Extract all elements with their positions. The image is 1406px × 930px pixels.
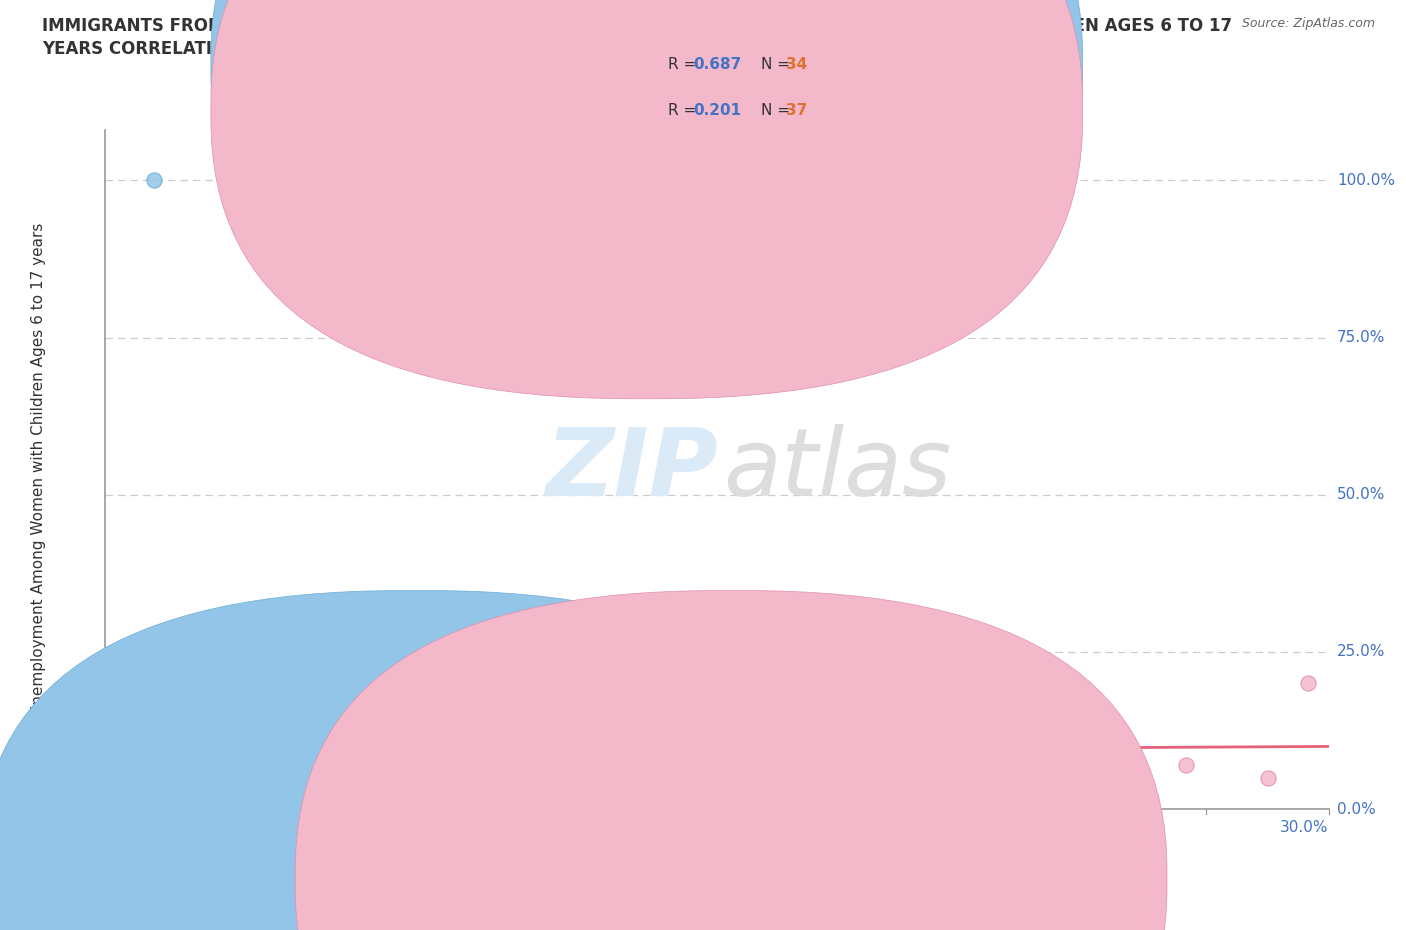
Point [523, 751, 546, 766]
Point [159, 695, 181, 710]
Point [118, 758, 141, 773]
Text: Immigrants from Bahamas: Immigrants from Bahamas [436, 871, 640, 886]
Text: 100.0%: 100.0% [1337, 173, 1395, 188]
Point [1175, 758, 1198, 773]
Point [167, 764, 190, 778]
Point [118, 720, 141, 735]
Text: 30.0%: 30.0% [1281, 820, 1329, 835]
Point [135, 695, 157, 710]
Text: R =: R = [668, 57, 702, 72]
Point [184, 783, 207, 798]
Point [107, 777, 129, 791]
Text: 25.0%: 25.0% [1337, 644, 1385, 659]
Point [107, 777, 129, 791]
Point [665, 770, 688, 785]
Point [176, 777, 198, 791]
Point [159, 758, 181, 773]
Point [583, 758, 606, 773]
Point [111, 758, 134, 773]
Point [208, 745, 231, 760]
Point [122, 708, 145, 723]
Point [290, 683, 312, 698]
Text: 0.687: 0.687 [693, 57, 741, 72]
Text: IMMIGRANTS FROM BAHAMAS VS IMMIGRANTS FROM EUROPE UNEMPLOYMENT AMONG WOMEN WITH : IMMIGRANTS FROM BAHAMAS VS IMMIGRANTS FR… [42, 17, 1232, 34]
Text: N =: N = [761, 103, 794, 118]
Point [111, 745, 134, 760]
Text: ZIP: ZIP [546, 424, 718, 515]
Point [131, 663, 153, 678]
Point [122, 688, 145, 703]
Point [318, 745, 342, 760]
Point [148, 745, 170, 760]
Point [249, 764, 271, 778]
Point [127, 676, 149, 691]
Text: 0.201: 0.201 [693, 103, 741, 118]
Point [127, 701, 149, 716]
Point [127, 764, 149, 778]
Text: R =: R = [668, 103, 702, 118]
Point [135, 676, 157, 691]
Point [225, 701, 247, 716]
Point [225, 783, 247, 798]
Text: YEARS CORRELATION CHART: YEARS CORRELATION CHART [42, 40, 308, 58]
Text: 0.0%: 0.0% [105, 820, 145, 835]
Text: 0.0%: 0.0% [1337, 802, 1376, 817]
Point [143, 720, 166, 735]
Point [139, 708, 162, 723]
Point [441, 708, 464, 723]
Point [122, 777, 145, 791]
Text: 34: 34 [786, 57, 807, 72]
Point [131, 644, 153, 659]
Point [111, 783, 134, 798]
Point [195, 783, 219, 798]
Point [107, 764, 129, 778]
Point [195, 683, 219, 698]
Point [249, 758, 271, 773]
Point [131, 770, 153, 785]
Point [143, 770, 166, 785]
Point [176, 745, 198, 760]
Point [1296, 676, 1319, 691]
Point [950, 764, 973, 778]
Point [118, 738, 141, 753]
Text: Unemployment Among Women with Children Ages 6 to 17 years: Unemployment Among Women with Children A… [31, 223, 45, 716]
Text: 37: 37 [786, 103, 807, 118]
Point [122, 726, 145, 741]
Text: atlas: atlas [723, 424, 952, 515]
Point [184, 733, 207, 748]
Point [135, 751, 157, 766]
Point [849, 770, 872, 785]
Point [266, 720, 288, 735]
Point [481, 606, 503, 621]
Point [155, 713, 177, 728]
Point [1073, 745, 1095, 760]
Point [747, 777, 769, 791]
Text: 75.0%: 75.0% [1337, 330, 1385, 345]
Point [399, 777, 422, 791]
Point [155, 751, 177, 766]
Point [115, 770, 138, 785]
Point [148, 733, 170, 748]
Point [163, 764, 186, 778]
Point [115, 751, 138, 766]
Text: N =: N = [761, 57, 794, 72]
Point [143, 173, 166, 188]
Text: Source: ZipAtlas.com: Source: ZipAtlas.com [1241, 17, 1375, 30]
Point [115, 733, 138, 748]
Point [139, 783, 162, 798]
Point [115, 770, 138, 785]
Point [103, 783, 125, 798]
Point [152, 745, 174, 760]
Text: 50.0%: 50.0% [1337, 487, 1385, 502]
Text: Immigrants from Europe: Immigrants from Europe [752, 871, 939, 886]
Point [208, 777, 231, 791]
Point [1256, 770, 1278, 785]
Point [167, 770, 190, 785]
Point [360, 764, 382, 778]
